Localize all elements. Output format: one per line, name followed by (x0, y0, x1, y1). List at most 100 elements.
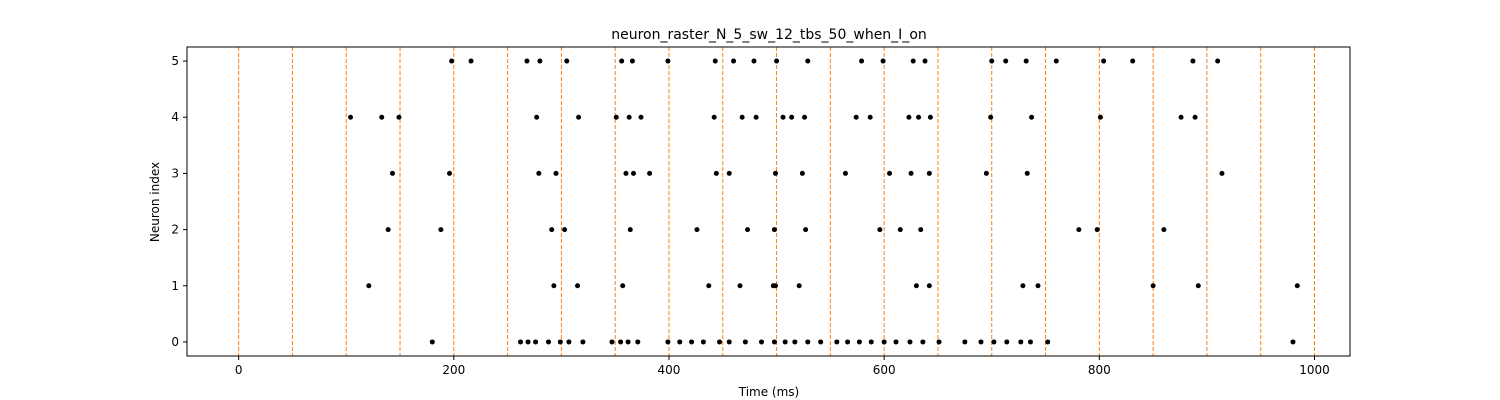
spike-point-n0-24 (818, 339, 824, 345)
spike-point-n4-9 (739, 114, 745, 120)
spike-point-n2-3 (562, 227, 568, 233)
spike-point-n4-0 (348, 114, 354, 120)
y-tick-label-1: 1 (171, 279, 179, 293)
spike-point-n5-5 (619, 58, 625, 64)
spike-point-n0-5 (557, 339, 563, 345)
spike-point-n0-18 (742, 339, 748, 345)
y-tick-label-2: 2 (171, 223, 179, 237)
spike-point-n3-3 (553, 170, 559, 176)
spike-point-n5-19 (1023, 58, 1029, 64)
vertical-lines (238, 47, 1315, 356)
spike-point-n0-34 (962, 339, 968, 345)
spike-point-n5-24 (1215, 58, 1221, 64)
spike-point-n0-36 (991, 339, 997, 345)
spike-point-n5-17 (989, 58, 995, 64)
spike-point-n0-1 (518, 339, 524, 345)
spike-point-n0-32 (920, 339, 926, 345)
spike-point-n1-3 (620, 283, 626, 289)
spike-point-n5-8 (712, 58, 718, 64)
spike-point-n0-14 (689, 339, 695, 345)
spike-point-n3-14 (926, 170, 932, 176)
spike-point-n0-22 (792, 339, 798, 345)
spike-point-n2-11 (918, 227, 924, 233)
spike-point-n4-6 (626, 114, 632, 120)
spike-point-n4-5 (613, 114, 619, 120)
spike-point-n0-27 (856, 339, 862, 345)
spike-point-n3-7 (713, 170, 719, 176)
spike-point-n1-14 (1195, 283, 1201, 289)
y-axis-label: Neuron index (148, 162, 162, 242)
spike-point-n0-9 (618, 339, 624, 345)
spike-point-n2-12 (1076, 227, 1082, 233)
spike-point-n0-3 (533, 339, 539, 345)
spike-point-n2-2 (549, 227, 555, 233)
spike-point-n2-13 (1094, 227, 1100, 233)
spike-point-n5-4 (564, 58, 570, 64)
spike-point-n4-2 (396, 114, 402, 120)
spike-point-n0-25 (834, 339, 840, 345)
spike-point-n2-4 (627, 227, 633, 233)
spike-point-n3-4 (623, 170, 629, 176)
spike-point-n3-17 (1219, 170, 1225, 176)
x-tick-label-400: 400 (658, 363, 681, 377)
spike-point-n4-8 (711, 114, 717, 120)
spike-point-n4-3 (534, 114, 540, 120)
spike-point-n2-1 (438, 227, 444, 233)
spike-point-n0-15 (700, 339, 706, 345)
spike-point-n5-22 (1130, 58, 1136, 64)
spike-point-n5-20 (1053, 58, 1059, 64)
x-axis-ticks: 0 200 400 600 800 1000 (235, 356, 1330, 377)
spike-point-n1-2 (575, 283, 581, 289)
x-tick-label-0: 0 (235, 363, 243, 377)
spike-point-n0-11 (635, 339, 641, 345)
x-tick-label-200: 200 (442, 363, 465, 377)
spike-point-n2-7 (771, 227, 777, 233)
spike-point-n0-41 (1290, 339, 1296, 345)
y-tick-label-3: 3 (171, 166, 179, 180)
spike-point-n5-1 (468, 58, 474, 64)
spike-point-n1-10 (926, 283, 932, 289)
spike-point-n3-11 (842, 170, 848, 176)
spike-point-n4-16 (906, 114, 912, 120)
spike-point-n5-14 (880, 58, 886, 64)
x-tick-label-600: 600 (873, 363, 896, 377)
x-tick-label-800: 800 (1088, 363, 1111, 377)
y-axis-ticks: 0 1 2 3 4 5 (171, 54, 187, 349)
spike-point-n0-19 (759, 339, 765, 345)
spike-point-n1-12 (1035, 283, 1041, 289)
spike-point-n5-15 (910, 58, 916, 64)
spike-point-n0-28 (868, 339, 874, 345)
spike-point-n4-7 (638, 114, 644, 120)
spike-point-n5-2 (524, 58, 530, 64)
spike-point-n1-13 (1150, 283, 1156, 289)
spike-point-n3-16 (1024, 170, 1030, 176)
x-axis-label: Time (ms) (738, 385, 800, 399)
spike-point-n1-5 (737, 283, 743, 289)
spike-point-n4-23 (1192, 114, 1198, 120)
spike-point-n3-15 (983, 170, 989, 176)
spike-point-n4-17 (916, 114, 922, 120)
spike-point-n1-9 (913, 283, 919, 289)
spike-point-n5-6 (629, 58, 635, 64)
spike-point-n3-8 (726, 170, 732, 176)
spike-point-n0-33 (936, 339, 942, 345)
chart-title: neuron_raster_N_5_sw_12_tbs_50_when_I_on (611, 27, 927, 43)
spike-point-n3-6 (647, 170, 653, 176)
spike-point-n5-10 (751, 58, 757, 64)
spike-point-n2-14 (1161, 227, 1167, 233)
spike-point-n1-1 (551, 283, 557, 289)
spike-point-n4-15 (867, 114, 873, 120)
spike-point-n4-19 (988, 114, 994, 120)
spike-point-n5-9 (731, 58, 737, 64)
spike-point-n2-10 (897, 227, 903, 233)
spike-point-n5-12 (805, 58, 811, 64)
spike-point-n0-35 (978, 339, 984, 345)
spike-point-n0-20 (771, 339, 777, 345)
spike-point-n4-18 (927, 114, 933, 120)
spike-point-n4-10 (753, 114, 759, 120)
spike-point-n0-23 (805, 339, 811, 345)
y-tick-label-5: 5 (171, 54, 179, 68)
spike-point-n0-13 (677, 339, 683, 345)
